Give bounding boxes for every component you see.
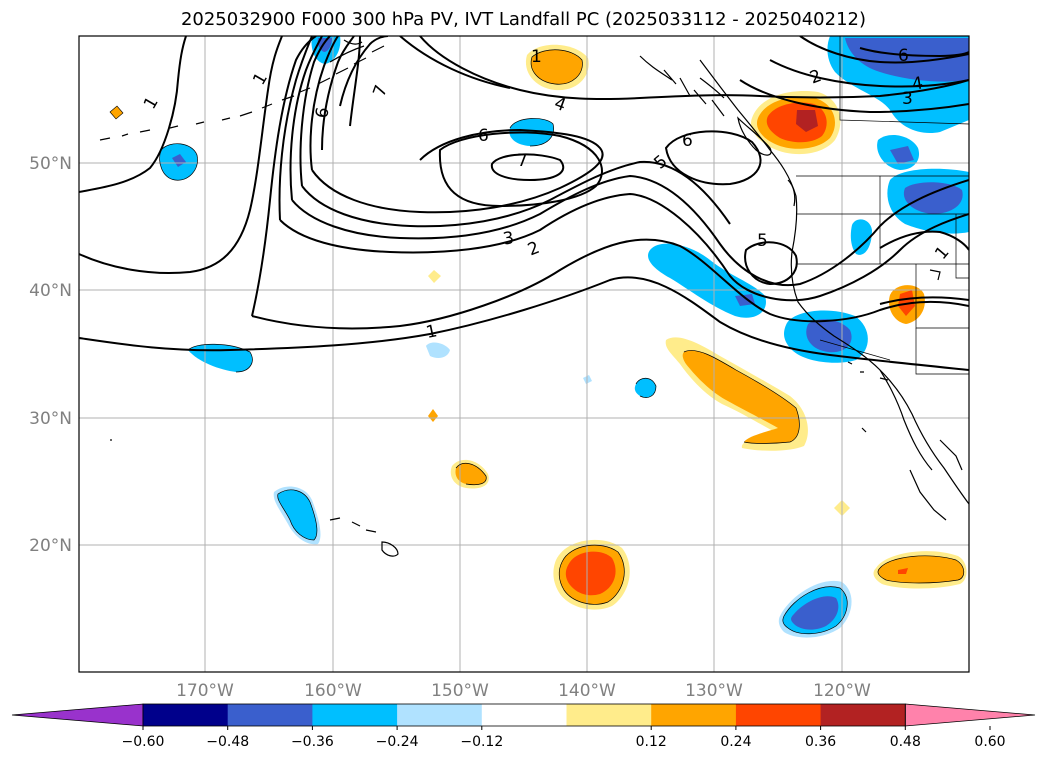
- colorbar-tick-label: 0.12: [636, 734, 667, 750]
- negative-anomaly: [890, 146, 914, 164]
- colorbar-tick-label: −0.12: [460, 734, 503, 750]
- coastlines: [99, 39, 969, 557]
- negative-anomaly: [806, 319, 852, 353]
- colorbar-extend-min: [11, 703, 144, 727]
- colorbar-tick-label: −0.60: [122, 734, 165, 750]
- colorbar-segment: [820, 704, 906, 726]
- colorbar-segment: [143, 704, 229, 726]
- positive-anomaly: [428, 270, 441, 283]
- lat-label: 20°N: [29, 536, 72, 556]
- lon-label: 170°W: [176, 681, 234, 701]
- colorbar-tick-label: −0.36: [291, 734, 334, 750]
- contour-label: 3: [902, 89, 913, 109]
- lon-label: 150°W: [431, 681, 489, 701]
- colorbar-segment: [735, 704, 822, 726]
- map-frame: [78, 35, 970, 673]
- negative-anomaly: [426, 342, 450, 358]
- lon-label: 130°W: [685, 681, 743, 701]
- lon-label: 160°W: [304, 681, 362, 701]
- negative-anomaly: [850, 219, 872, 255]
- contour-label: 5: [757, 231, 768, 251]
- colorbar-outline: [142, 703, 906, 727]
- anomaly-outlines: [159, 49, 965, 635]
- contour-label: 7: [517, 151, 528, 171]
- negative-anomaly: [172, 154, 186, 167]
- longitude-labels: 170°W 160°W 150°W 140°W 130°W 120°W: [176, 681, 871, 701]
- contour-label: 6: [312, 106, 334, 120]
- ivt-contours: [79, 36, 969, 371]
- contour-label: 1: [531, 47, 542, 67]
- positive-anomaly: [682, 350, 800, 444]
- positive-anomaly: [565, 551, 616, 596]
- negative-anomaly: [735, 294, 755, 306]
- colorbar-extend-max: [904, 703, 1036, 727]
- colorbar: −0.60 −0.48 −0.36 −0.24 −0.12 0.12 0.24 0.36 0.4…: [11, 703, 1036, 750]
- colorbar-tick-label: 0.24: [720, 734, 751, 750]
- negative-anomaly: [277, 489, 317, 540]
- lat-label: 40°N: [29, 281, 72, 301]
- colorbar-tick-label: −0.24: [376, 734, 419, 750]
- contour-label: 6: [478, 126, 489, 146]
- positive-anomaly: [878, 555, 964, 583]
- negative-anomaly: [791, 596, 839, 630]
- colorbar-tick-label: 0.36: [805, 734, 836, 750]
- colorbar-tick-label: 0.48: [890, 734, 921, 750]
- map-title: 2025032900 F000 300 hPa PV, IVT Landfall…: [180, 9, 867, 30]
- contour-label: 1: [424, 321, 439, 343]
- lat-label: 30°N: [29, 409, 72, 429]
- positive-anomaly: [531, 49, 583, 85]
- contour-label: 3: [502, 228, 516, 250]
- negative-anomaly: [648, 243, 766, 318]
- positive-anomaly: [898, 568, 908, 574]
- boundaries: [796, 36, 969, 375]
- lat-label: 50°N: [29, 154, 72, 174]
- positive-anomaly: [428, 409, 438, 422]
- colorbar-segment: [227, 704, 313, 726]
- colorbar-segment: [397, 704, 483, 726]
- contour-label: 6: [898, 46, 909, 66]
- positive-anomaly: [109, 105, 124, 120]
- lon-label: 140°W: [558, 681, 616, 701]
- negative-anomaly: [845, 38, 969, 82]
- negative-anomaly: [634, 378, 656, 398]
- colorbar-tick-label: −0.48: [206, 734, 249, 750]
- colorbar-tick-label: 0.60: [974, 734, 1005, 750]
- colorbar-segment: [651, 704, 737, 726]
- colorbar-segment: [481, 704, 567, 726]
- colorbar-segment: [312, 704, 398, 726]
- contour-label: 6: [682, 131, 693, 151]
- negative-anomaly: [903, 182, 963, 214]
- colorbar-segment: [566, 704, 652, 726]
- contour-label: 4: [911, 73, 925, 95]
- positive-anomaly: [796, 110, 818, 132]
- positive-anomaly: [455, 463, 487, 485]
- latitude-labels: 50°N 40°N 30°N 20°N: [29, 154, 72, 556]
- lon-label: 120°W: [813, 681, 871, 701]
